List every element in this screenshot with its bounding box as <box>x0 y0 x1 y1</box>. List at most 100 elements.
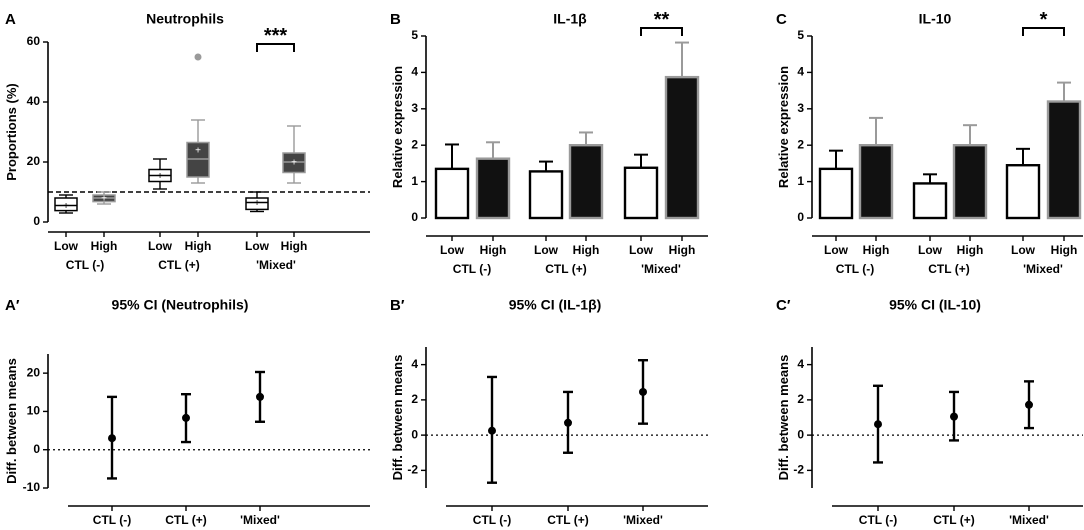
y-tick-label: -2 <box>407 463 418 477</box>
panel-label: A <box>5 11 16 28</box>
level-label: High <box>669 243 696 257</box>
y-axis-label: Relative expression <box>390 66 405 188</box>
y-tick-label: 0 <box>797 210 804 224</box>
level-label: Low <box>918 243 943 257</box>
group-label: CTL (+) <box>928 262 969 276</box>
level-label: Low <box>54 239 79 253</box>
panel-a2: A′ 95% CI (Neutrophils) Diff. between mean… <box>4 297 370 527</box>
box-mean-marker: + <box>101 194 107 205</box>
panel-label: B <box>390 11 401 28</box>
y-tick-label: 4 <box>411 65 418 79</box>
box-mean-marker: + <box>63 201 69 212</box>
panel-b: B IL-1β Relative expression 0 1 2 3 4 5 Low High CT… <box>390 9 708 276</box>
level-label: Low <box>148 239 173 253</box>
y-tick-label: 2 <box>797 392 804 406</box>
y-tick-label: 2 <box>411 392 418 406</box>
significance-bracket <box>1022 27 1065 36</box>
box-mean-marker: + <box>157 171 163 182</box>
bar <box>434 167 470 220</box>
y-tick-label: 5 <box>797 28 804 42</box>
bar <box>528 170 564 220</box>
level-label: Low <box>1011 243 1036 257</box>
panel-label: C′ <box>776 297 791 314</box>
level-label: High <box>480 243 507 257</box>
y-tick-label: 60 <box>27 34 41 48</box>
group-label: 'Mixed' <box>641 262 681 276</box>
group-label: CTL (-) <box>836 262 874 276</box>
y-tick-label: 10 <box>27 404 41 418</box>
y-axis-label: Diff. between means <box>390 355 405 481</box>
significance-bracket <box>256 43 295 52</box>
y-axis-label: Diff. between means <box>776 355 791 481</box>
level-label: Low <box>629 243 654 257</box>
box <box>245 197 269 211</box>
y-tick-label: 20 <box>27 365 41 379</box>
level-label: Low <box>824 243 849 257</box>
ci-mean-point <box>182 413 190 422</box>
group-label: CTL (-) <box>66 258 104 272</box>
y-tick-label: 0 <box>797 427 804 441</box>
y-tick-label: 0 <box>411 210 418 224</box>
chart-title: 95% CI (IL-1β) <box>509 297 602 313</box>
category-label: CTL (-) <box>93 513 131 527</box>
box <box>282 152 306 174</box>
level-label: High <box>91 239 118 253</box>
level-label: High <box>863 243 890 257</box>
level-label: High <box>185 239 212 253</box>
group-label: CTL (-) <box>453 262 491 276</box>
y-tick-label: 5 <box>411 28 418 42</box>
group-label: CTL (+) <box>158 258 199 272</box>
y-tick-label: 40 <box>27 94 41 108</box>
box <box>186 141 210 178</box>
level-label: Low <box>245 239 270 253</box>
bar <box>1046 100 1082 220</box>
category-label: CTL (-) <box>473 513 511 527</box>
level-label: High <box>573 243 600 257</box>
bar <box>858 143 894 220</box>
level-label: High <box>281 239 308 253</box>
y-tick-label: 1 <box>797 174 804 188</box>
box <box>54 197 78 212</box>
ci-mean-point <box>564 418 572 427</box>
category-label: 'Mixed' <box>1009 513 1049 527</box>
bar <box>568 143 604 220</box>
panel-b2: B′ 95% CI (IL-1β) Diff. between means -2 0 2 4… <box>390 297 708 527</box>
category-label: CTL (+) <box>547 513 588 527</box>
group-label: 'Mixed' <box>256 258 296 272</box>
panel-c: C IL-10 Relative expression 0 1 2 3 4 5 Low High CT… <box>776 9 1083 276</box>
y-tick-label: 20 <box>27 154 41 168</box>
category-label: 'Mixed' <box>240 513 280 527</box>
y-tick-label: 2 <box>797 137 804 151</box>
box-mean-marker: + <box>254 198 260 209</box>
level-label: High <box>1051 243 1078 257</box>
bar <box>475 157 511 220</box>
panel-label: B′ <box>390 297 405 314</box>
chart-title: IL-10 <box>919 11 952 27</box>
y-tick-label: 2 <box>411 137 418 151</box>
category-label: CTL (+) <box>933 513 974 527</box>
level-label: Low <box>534 243 559 257</box>
y-tick-label: 0 <box>33 214 40 228</box>
ci-mean-point <box>108 434 116 443</box>
significance-bracket <box>640 27 683 36</box>
bar <box>1005 164 1041 220</box>
significance-label: *** <box>264 25 288 47</box>
chart-title: 95% CI (Neutrophils) <box>112 297 249 313</box>
box-outlier <box>194 53 202 61</box>
chart-title: 95% CI (IL-10) <box>889 297 981 313</box>
group-label: CTL (+) <box>545 262 586 276</box>
y-tick-label: 3 <box>411 101 418 115</box>
chart-title: Neutrophils <box>146 11 224 27</box>
panel-a: A Neutrophils Proportions (%) 0 20 40 60 Low Hig… <box>4 11 370 272</box>
bar <box>952 143 988 220</box>
ci-mean-point <box>256 392 264 401</box>
y-tick-label: -2 <box>793 463 804 477</box>
y-tick-label: 1 <box>411 174 418 188</box>
category-label: CTL (+) <box>165 513 206 527</box>
ci-mean-point <box>950 412 958 421</box>
y-axis-label: Proportions (%) <box>4 83 19 181</box>
y-axis-label: Diff. between means <box>4 358 19 484</box>
y-tick-label: 4 <box>411 357 418 371</box>
box-mean-marker: + <box>195 146 201 157</box>
